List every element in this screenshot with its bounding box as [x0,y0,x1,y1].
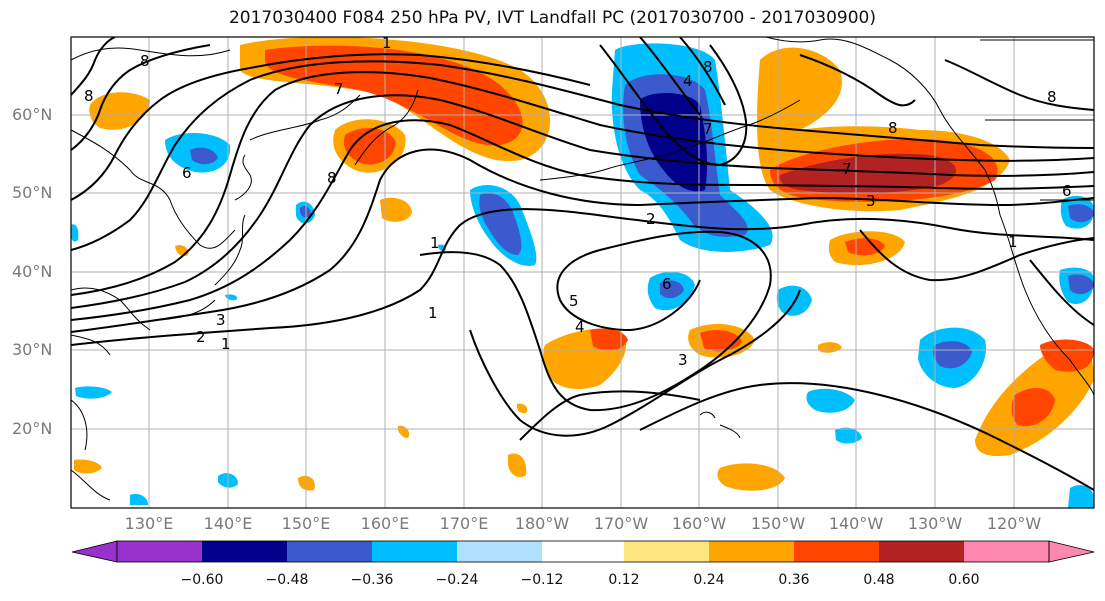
contour-label: 6 [1062,182,1072,200]
contour-label: 1 [430,234,440,252]
lon-label-130w: 130°W [907,514,963,533]
contour-label: 1 [1008,233,1018,251]
colorbar-tick-label: 0.36 [778,572,810,588]
contour-label: 8 [327,169,337,187]
contour-label: 8 [140,52,150,70]
lon-label-140e: 140°E [203,514,253,533]
colorbar [71,540,1095,563]
colorbar-tick-label: 0.12 [608,572,640,588]
colorbar-extend-right [1048,540,1095,563]
contour-label: 4 [575,318,585,336]
colorbar-tick-label: 0.24 [693,572,725,588]
colorbar-tick-label: −0.48 [265,572,309,588]
contour-label: 2 [196,328,206,346]
pv-contours [71,37,1094,491]
colorbar-tick-label: 0.60 [948,572,980,588]
contour-labels: 1 7 8 8 8 6 7 4 8 2 1 5 4 1 2 3 3 1 6 7 … [84,34,1072,369]
lon-label-160e: 160°E [360,514,410,533]
contour-label: 6 [182,164,192,182]
contour-label: 7 [842,160,852,178]
map-title: 2017030400 F084 250 hPa PV, IVT Landfall… [228,8,876,28]
colorbar-tick-label: −0.12 [520,572,564,588]
contour-label: 1 [221,335,231,353]
contour-label: 6 [662,275,672,293]
lat-label-40: 40°N [12,262,53,281]
lon-label-150e: 150°E [281,514,331,533]
colorbar-tick-label: −0.24 [435,572,479,588]
contour-label: 2 [646,210,656,228]
graticule [71,37,1094,508]
colorbar-tick-label: −0.36 [350,572,394,588]
lat-label-30: 30°N [12,340,53,359]
map-frame [70,36,1095,509]
lon-label-180w: 180°W [514,514,570,533]
lon-label-130e: 130°E [124,514,174,533]
contour-label: 8 [84,87,94,105]
lat-label-60: 60°N [12,105,53,124]
contour-label: 8 [888,119,898,137]
map-plot-area: 1 7 8 8 8 6 7 4 8 2 1 5 4 1 2 3 3 1 6 7 … [71,34,1094,508]
lon-label-150w: 150°W [750,514,806,533]
contour-label: 3 [866,192,876,210]
contour-label: 3 [216,311,226,329]
contour-label: 1 [428,304,438,322]
colorbar-extend-left [71,540,118,563]
contour-label: 3 [678,351,688,369]
lat-label-50: 50°N [12,183,53,202]
contour-label: 4 [683,72,693,90]
contour-label: 7 [334,80,344,98]
contour-label: 7 [703,120,713,138]
contour-label: 1 [382,34,392,52]
lon-label-170w: 170°W [593,514,649,533]
lon-label-170e: 170°E [439,514,489,533]
contour-label: 5 [569,292,579,310]
lon-label-140w: 140°W [828,514,884,533]
colorbar-tick-label: −0.60 [180,572,224,588]
contour-label: 8 [703,58,713,76]
lon-label-160w: 160°W [671,514,727,533]
lon-label-120w: 120°W [986,514,1042,533]
contour-label: 8 [1047,88,1057,106]
colorbar-tick-label: 0.48 [863,572,895,588]
lat-label-20: 20°N [12,419,53,438]
